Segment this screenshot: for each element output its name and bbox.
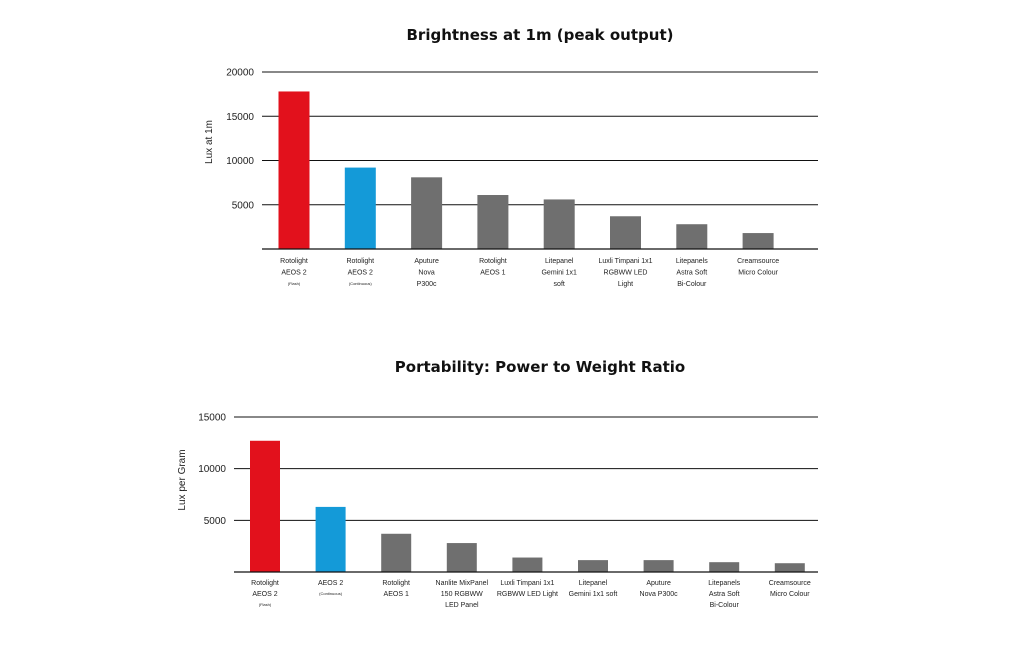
x-category-label: Bi-Colour <box>710 602 740 609</box>
y-tick-label: 15000 <box>198 413 226 424</box>
x-category-label: 150 RGBWW <box>441 591 483 598</box>
bar <box>676 224 708 249</box>
x-category-label: Litepanels <box>708 580 740 587</box>
x-category-note: (Flash) <box>288 281 301 286</box>
y-tick-label: 10000 <box>198 464 226 475</box>
bar <box>411 177 443 249</box>
bar <box>512 557 543 572</box>
y-tick-label: 5000 <box>204 516 227 527</box>
x-category-label: Nova <box>418 270 434 277</box>
x-category-label: Aputure <box>646 580 671 587</box>
x-category-label: Gemini 1x1 soft <box>569 591 618 598</box>
x-category-label: RGBWW LED Light <box>497 591 558 598</box>
x-category-label: Astra Soft <box>676 270 707 277</box>
bar <box>446 543 477 572</box>
x-category-label: LED Panel <box>445 602 479 609</box>
x-category-label: Luxli Timpani 1x1 <box>500 580 554 587</box>
bar <box>278 91 310 249</box>
x-category-label: Rotolight <box>251 580 279 587</box>
x-category-label: RGBWW LED <box>604 270 648 277</box>
chart-title: Portability: Power to Weight Ratio <box>395 358 685 376</box>
x-category-label: Rotolight <box>382 580 410 587</box>
x-category-label: Nova P300c <box>640 591 679 598</box>
bar <box>381 533 412 572</box>
x-category-label: Rotolight <box>479 258 507 265</box>
x-category-label: Light <box>618 281 633 288</box>
x-category-label: Gemini 1x1 <box>541 270 577 277</box>
x-category-label: Litepanels <box>676 258 708 265</box>
x-category-label: Luxli Timpani 1x1 <box>598 258 652 265</box>
x-category-note: (Flash) <box>259 602 272 607</box>
y-tick-label: 15000 <box>226 112 254 123</box>
bar <box>742 233 774 249</box>
x-category-label: Micro Colour <box>770 591 810 598</box>
x-category-label: AEOS 2 <box>348 270 373 277</box>
x-category-label: AEOS 2 <box>281 270 306 277</box>
bar <box>610 216 641 249</box>
x-category-label: Litepanel <box>579 580 608 587</box>
bar <box>344 167 376 249</box>
bar <box>709 562 740 572</box>
bar <box>477 195 509 249</box>
x-category-label: Aputure <box>414 258 439 265</box>
bar <box>774 563 805 572</box>
x-category-label: Astra Soft <box>709 591 740 598</box>
x-category-label: Nanlite MixPanel <box>436 580 489 587</box>
x-category-label: Micro Colour <box>738 270 778 277</box>
y-axis-label: Lux per Gram <box>177 449 188 510</box>
portability-chart: Portability: Power to Weight Ratio Lux p… <box>177 358 818 609</box>
x-category-label: Rotolight <box>280 258 308 265</box>
y-axis-label: Lux at 1m <box>204 120 215 164</box>
x-category-label: AEOS 1 <box>384 591 409 598</box>
x-category-label: AEOS 1 <box>480 270 505 277</box>
chart-title: Brightness at 1m (peak output) <box>407 26 674 44</box>
x-category-label: Creamsource <box>769 580 811 587</box>
x-category-label: Bi-Colour <box>677 281 707 288</box>
bar <box>250 440 280 572</box>
y-tick-label: 5000 <box>232 200 255 211</box>
bar <box>543 199 575 249</box>
x-category-label: P300c <box>417 281 437 288</box>
bar <box>315 506 346 572</box>
x-category-label: Creamsource <box>737 258 779 265</box>
brightness-chart: Brightness at 1m (peak output) Lux at 1m… <box>204 26 818 288</box>
x-category-label: Rotolight <box>346 258 374 265</box>
bar <box>578 560 608 572</box>
x-category-label: AEOS 2 <box>252 591 277 598</box>
x-category-note: (Continuous) <box>349 281 373 286</box>
x-category-note: (Continuous) <box>319 591 343 596</box>
bar <box>643 560 674 572</box>
x-category-label: soft <box>554 281 565 288</box>
y-tick-label: 10000 <box>226 156 254 167</box>
x-category-label: AEOS 2 <box>318 580 343 587</box>
y-tick-label: 20000 <box>226 68 254 79</box>
x-category-label: Litepanel <box>545 258 574 265</box>
